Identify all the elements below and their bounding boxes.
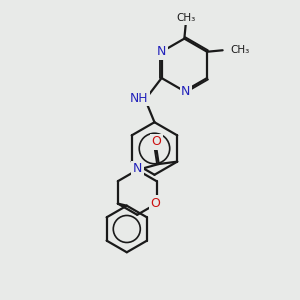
Text: CH₃: CH₃ xyxy=(177,13,196,23)
Text: O: O xyxy=(152,135,161,148)
Text: N: N xyxy=(181,85,190,98)
Text: N: N xyxy=(137,91,146,103)
Text: O: O xyxy=(151,197,160,210)
Text: N: N xyxy=(133,162,142,175)
Text: NH: NH xyxy=(129,92,148,104)
Text: CH₃: CH₃ xyxy=(231,45,250,55)
Text: H: H xyxy=(131,91,140,103)
Text: N: N xyxy=(157,45,166,58)
